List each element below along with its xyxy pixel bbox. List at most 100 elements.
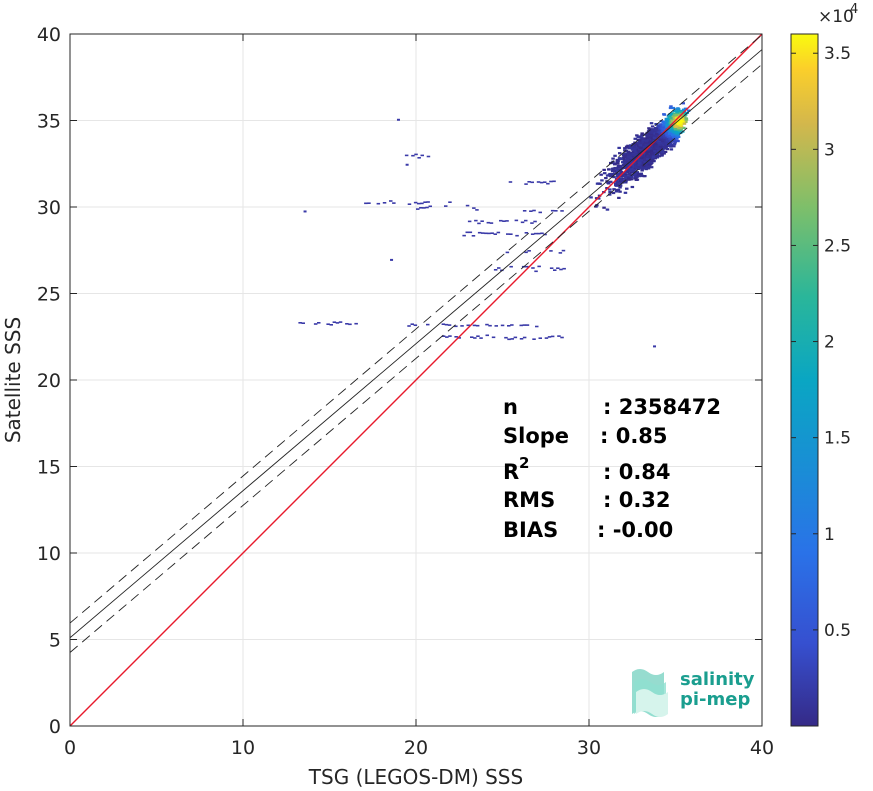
density-cell (630, 185, 635, 189)
density-streak-cell (509, 233, 513, 235)
density-cell (600, 179, 604, 182)
density-cell (661, 148, 665, 151)
density-cell (662, 152, 666, 155)
density-cell (646, 143, 651, 146)
density-streak-cell (560, 210, 564, 212)
density-cell (638, 173, 643, 176)
density-streak-cell (562, 267, 566, 270)
density-streak-cell (425, 206, 429, 209)
density-cell (643, 161, 647, 164)
density-cell (638, 147, 643, 150)
density-cell (595, 182, 600, 185)
density-cell (683, 112, 688, 115)
density-cell (638, 175, 642, 178)
density-streak-cell (527, 250, 531, 252)
density-cell (678, 127, 683, 130)
density-cell (681, 108, 686, 111)
x-tick-label-0: 0 (64, 737, 76, 759)
density-streak-cell (404, 154, 409, 157)
density-streak-cell (389, 200, 393, 202)
density-cell (661, 128, 666, 131)
density-cell (649, 163, 653, 166)
density-cell (642, 146, 647, 149)
density-cell (615, 175, 620, 178)
density-streak-cell (423, 201, 427, 203)
density-cell (649, 150, 654, 153)
stat-r2-sup: 2 (519, 454, 529, 472)
density-cell (640, 141, 645, 144)
density-cell (623, 166, 627, 169)
density-cell (622, 152, 626, 155)
density-cell (674, 136, 678, 139)
density-cell (674, 125, 679, 128)
density-cell (678, 124, 683, 127)
density-streak-cell (332, 321, 337, 323)
density-cell (675, 108, 679, 111)
density-cell (671, 120, 675, 123)
density-streak-cell (535, 325, 539, 328)
density-cell (664, 147, 669, 150)
stat-bias-value: : -0.00 (597, 518, 673, 542)
density-streak-cell (301, 322, 305, 324)
density-cell (650, 132, 654, 135)
density-cell (645, 131, 650, 135)
density-cell (683, 107, 688, 110)
density-streak-cell (468, 231, 473, 234)
salinity-pimep-logo: salinity pi-mep (632, 669, 755, 717)
density-cell (630, 164, 635, 167)
density-cell (623, 173, 627, 176)
x-axis-label: TSG (LEGOS-DM) SSS (308, 765, 523, 789)
density-streak-cell (465, 204, 470, 207)
density-cell (643, 167, 648, 170)
y-tick-label-8: 40 (37, 24, 61, 46)
density-streak-cell (407, 325, 411, 327)
density-cell (653, 146, 658, 149)
density-streak-cell (417, 202, 421, 205)
stat-r2-label: R (503, 460, 519, 484)
density-cell (682, 126, 686, 129)
density-cell (599, 173, 603, 176)
density-streak-cell (560, 336, 564, 339)
density-cell (666, 136, 670, 139)
density-cell (676, 126, 681, 129)
density-streak-cell (519, 324, 523, 327)
density-cell (671, 116, 676, 119)
density-cell (635, 161, 639, 164)
density-cell (633, 173, 638, 176)
density-streak-cell (553, 269, 557, 271)
density-streak-cell (420, 154, 424, 157)
density-cell (665, 139, 670, 142)
density-cell (637, 161, 642, 165)
density-cell (613, 154, 617, 157)
density-cell (605, 174, 610, 177)
density-cell (647, 165, 651, 168)
density-cell (675, 131, 679, 134)
density-cell (664, 132, 669, 135)
density-streak-cell (509, 265, 513, 268)
density-cell (644, 143, 649, 146)
density-cell (625, 158, 630, 161)
density-streak-cell (522, 336, 527, 339)
density-cell (681, 102, 685, 105)
density-cell (636, 149, 641, 152)
density-cell (611, 173, 616, 176)
density-cell (621, 180, 625, 183)
density-cell (621, 156, 626, 159)
density-cell (611, 169, 615, 172)
density-cell (623, 191, 628, 194)
density-cell (654, 127, 659, 130)
colorbar-tick-label-4: 2.5 (824, 236, 851, 256)
density-streak-cell (457, 337, 461, 339)
density-cell (623, 158, 627, 161)
density-cell (614, 190, 619, 193)
density-streak-cell (510, 324, 514, 326)
density-cell (615, 173, 620, 176)
density-cell (670, 121, 674, 125)
density-streak-cell (490, 232, 494, 234)
density-cell (643, 137, 647, 140)
density-cell (602, 206, 606, 209)
density-cell (645, 160, 650, 163)
density-cell (641, 139, 645, 142)
density-cell (676, 135, 681, 138)
density-streak-cell (466, 324, 470, 327)
